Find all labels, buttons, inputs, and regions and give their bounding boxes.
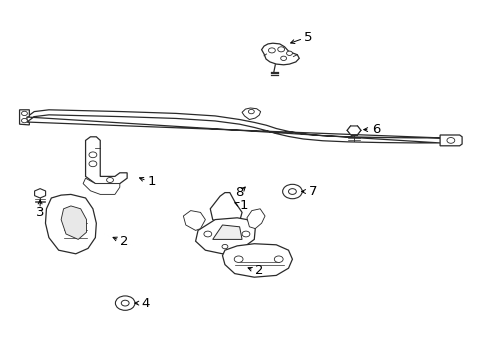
- Circle shape: [268, 48, 275, 53]
- Circle shape: [222, 244, 227, 249]
- Text: 8: 8: [235, 186, 244, 199]
- Circle shape: [21, 111, 27, 116]
- Circle shape: [248, 109, 254, 114]
- Circle shape: [280, 56, 286, 60]
- Text: 4: 4: [141, 297, 150, 310]
- Text: 7: 7: [308, 185, 317, 198]
- Text: 5: 5: [303, 31, 312, 44]
- Polygon shape: [45, 194, 96, 254]
- Circle shape: [115, 296, 135, 310]
- Circle shape: [282, 184, 302, 199]
- Polygon shape: [35, 189, 45, 198]
- Circle shape: [89, 152, 97, 158]
- Polygon shape: [20, 110, 29, 125]
- Polygon shape: [246, 209, 264, 229]
- Polygon shape: [27, 110, 439, 143]
- Circle shape: [277, 47, 284, 52]
- Polygon shape: [61, 206, 86, 239]
- Circle shape: [288, 189, 296, 194]
- Polygon shape: [85, 137, 127, 184]
- Circle shape: [446, 138, 454, 143]
- Polygon shape: [212, 225, 242, 239]
- Circle shape: [242, 231, 249, 237]
- Text: 1: 1: [147, 175, 156, 188]
- Text: 2: 2: [254, 264, 263, 277]
- Circle shape: [106, 177, 113, 183]
- Polygon shape: [242, 108, 260, 120]
- Circle shape: [234, 256, 243, 262]
- Text: 6: 6: [371, 123, 380, 136]
- Circle shape: [121, 300, 129, 306]
- Text: 3: 3: [36, 206, 44, 219]
- Polygon shape: [261, 43, 299, 65]
- Polygon shape: [210, 193, 242, 225]
- Text: 1: 1: [239, 199, 247, 212]
- Text: 2: 2: [120, 235, 129, 248]
- Circle shape: [286, 51, 292, 55]
- Polygon shape: [195, 218, 255, 254]
- Polygon shape: [83, 178, 120, 194]
- Polygon shape: [439, 135, 461, 146]
- Polygon shape: [222, 244, 292, 277]
- Polygon shape: [183, 211, 205, 230]
- Circle shape: [274, 256, 283, 262]
- Circle shape: [21, 118, 27, 123]
- Circle shape: [89, 161, 97, 167]
- Circle shape: [203, 231, 211, 237]
- Polygon shape: [346, 126, 360, 135]
